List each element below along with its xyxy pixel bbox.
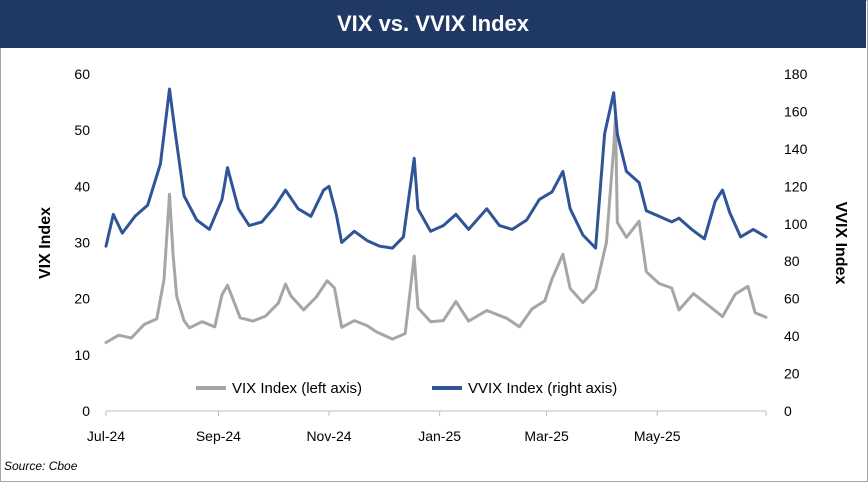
chart-lines xyxy=(104,87,768,344)
y-left-tick-label: 40 xyxy=(74,178,90,194)
x-tick-label: Nov-24 xyxy=(306,428,351,444)
x-tick-label: Mar-25 xyxy=(524,428,569,444)
y-right-tick-label: 40 xyxy=(784,328,800,344)
chart-title: VIX vs. VVIX Index xyxy=(0,0,866,48)
legend-label: VIX Index (left axis) xyxy=(232,380,362,397)
y-left-tick-label: 10 xyxy=(74,347,90,363)
y-right-tick-label: 20 xyxy=(784,366,800,382)
y-right-tick-label: 100 xyxy=(784,216,808,232)
legend: VIX Index (left axis) VVIX Index (right a… xyxy=(196,380,617,397)
y-left-tick-label: 30 xyxy=(74,235,90,251)
legend-label: VVIX Index (right axis) xyxy=(468,380,617,397)
y-right-tick-label: 140 xyxy=(784,141,808,157)
y-right-tick-label: 60 xyxy=(784,291,800,307)
source-note: Source: Cboe xyxy=(4,459,78,473)
chart-axes: 0 10 20 30 40 50 60 0 20 40 60 80 100 120 140 160 180 Jul… xyxy=(74,66,807,444)
y-left-tick-label: 0 xyxy=(82,403,90,419)
y-right-tick-label: 120 xyxy=(784,178,808,194)
y-axis-left-label: VIX Index xyxy=(37,207,54,279)
y-right-tick-label: 0 xyxy=(784,403,792,419)
x-tick-label: May-25 xyxy=(634,428,681,444)
series-line-vvix xyxy=(104,87,768,250)
y-right-tick-label: 80 xyxy=(784,253,800,269)
y-left-tick-label: 20 xyxy=(74,291,90,307)
y-left-tick-label: 50 xyxy=(74,122,90,138)
x-tick-label: Jul-24 xyxy=(87,428,125,444)
x-tick-label: Jan-25 xyxy=(418,428,461,444)
y-axis-right-label: VVIX Index xyxy=(832,202,849,285)
y-right-tick-label: 160 xyxy=(784,103,808,119)
x-tick-label: Sep-24 xyxy=(196,428,241,444)
y-right-tick-label: 180 xyxy=(784,66,808,82)
y-left-tick-label: 60 xyxy=(74,66,90,82)
series-line-vix xyxy=(104,115,768,344)
